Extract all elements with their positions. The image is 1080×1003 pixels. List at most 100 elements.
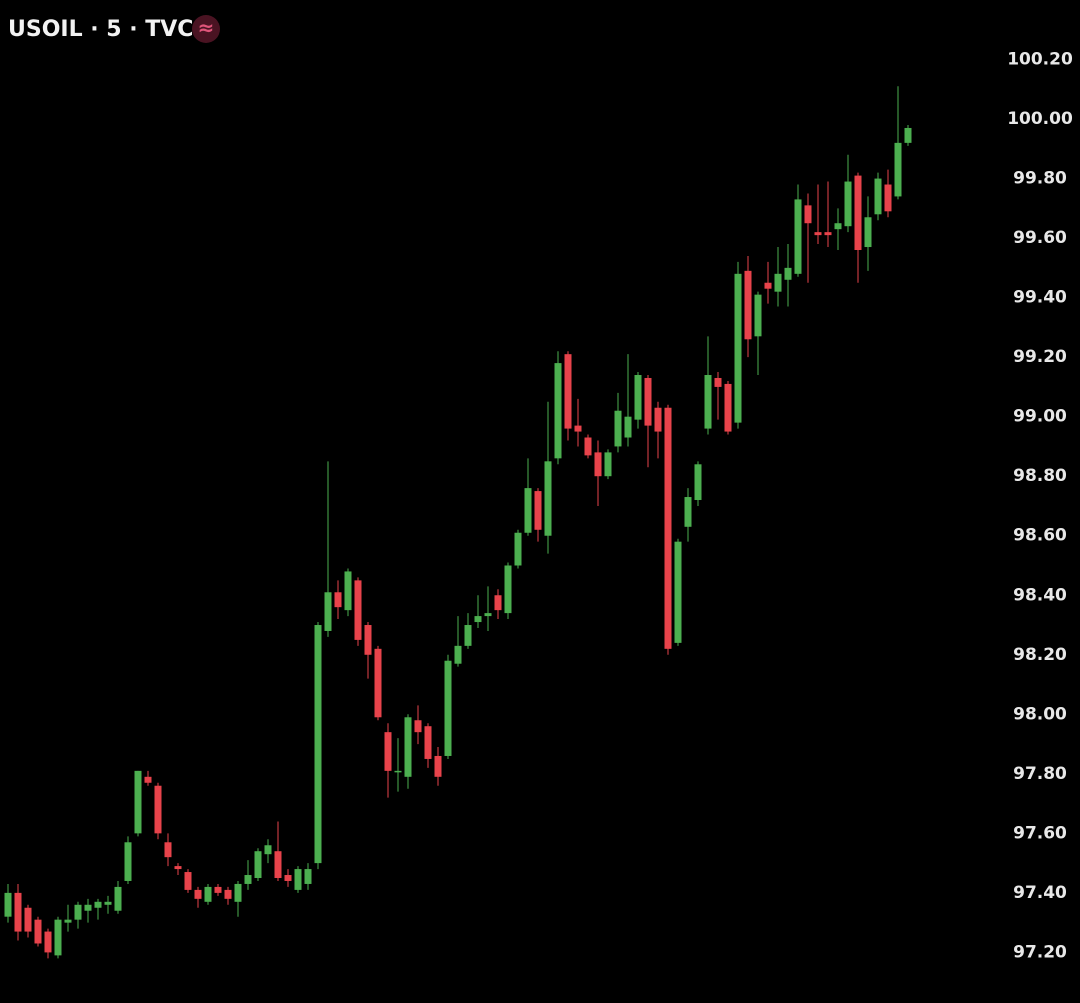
y-tick-label: 99.40 <box>1013 288 1067 308</box>
candle-body <box>34 919 42 944</box>
candle-body <box>234 883 242 902</box>
candle-body <box>704 375 712 429</box>
y-tick-label: 98.00 <box>1013 704 1067 724</box>
candle-body <box>574 425 582 432</box>
candle-body <box>164 842 172 858</box>
candle-body <box>504 565 512 614</box>
candle-body <box>754 294 762 337</box>
candle-body <box>714 377 722 387</box>
y-tick-label: 97.80 <box>1013 764 1067 784</box>
candle-body <box>774 273 782 292</box>
candle-body <box>344 571 352 611</box>
candle-body <box>404 717 412 777</box>
candle-body <box>64 919 72 923</box>
y-tick-label: 100.00 <box>1007 109 1073 129</box>
candle-body <box>644 377 652 426</box>
candle-body <box>474 616 482 623</box>
candle-body <box>314 625 322 864</box>
candle-body <box>94 901 102 908</box>
candle-body <box>104 901 112 905</box>
candle-body <box>274 851 282 878</box>
candle-body <box>334 592 342 608</box>
candle-body <box>554 363 562 459</box>
y-tick-label: 98.80 <box>1013 466 1067 486</box>
y-tick-label: 100.20 <box>1007 50 1073 70</box>
candle-body <box>44 931 52 953</box>
candle-body <box>564 354 572 429</box>
y-tick-label: 98.40 <box>1013 585 1067 605</box>
candle-body <box>74 904 82 920</box>
y-tick-label: 99.80 <box>1013 169 1067 189</box>
candle-body <box>724 383 732 432</box>
candle-body <box>694 464 702 501</box>
candle-body <box>494 595 502 611</box>
y-tick-label: 97.20 <box>1013 942 1067 962</box>
candle-body <box>874 178 882 215</box>
candle-body <box>824 232 832 236</box>
candle-body <box>524 488 532 533</box>
candle-body <box>844 181 852 227</box>
candle-body <box>124 842 132 881</box>
candle-body <box>784 267 792 280</box>
candle-body <box>884 184 892 212</box>
candle-body <box>594 452 602 477</box>
candle-body <box>194 889 202 899</box>
candle-body <box>804 205 812 224</box>
candle-body <box>604 452 612 477</box>
candle-body <box>834 223 842 230</box>
candle-body <box>134 770 142 834</box>
y-tick-label: 99.20 <box>1013 347 1067 367</box>
candle-body <box>664 407 672 649</box>
candle-body <box>144 776 152 783</box>
y-tick-label: 98.60 <box>1013 526 1067 546</box>
candle-body <box>484 613 492 617</box>
candle-body <box>424 726 432 759</box>
candle-body <box>154 785 162 834</box>
candle-body <box>304 869 312 884</box>
candle-body <box>634 375 642 420</box>
status-icon: ≈ <box>198 16 215 40</box>
candle-body <box>464 625 472 646</box>
status-badge <box>192 15 220 43</box>
candle-body <box>184 872 192 890</box>
candle-body <box>904 127 912 143</box>
candle-body <box>114 886 122 911</box>
candle-body <box>384 732 392 771</box>
candle-body <box>544 461 552 536</box>
candle-body <box>444 660 452 756</box>
candle-body <box>434 755 442 777</box>
candle-body <box>394 770 402 773</box>
candle-body <box>514 532 522 566</box>
candle-body <box>14 892 22 932</box>
y-tick-label: 97.60 <box>1013 823 1067 843</box>
candle-body <box>214 886 222 893</box>
candle-body <box>684 497 692 527</box>
candle-body <box>414 720 422 733</box>
candle-body <box>264 845 272 855</box>
candle-body <box>794 199 802 274</box>
candle-body <box>354 580 362 640</box>
candle-body <box>624 416 632 438</box>
candle-body <box>4 892 12 917</box>
candle-body <box>204 886 212 902</box>
y-tick-label: 98.20 <box>1013 645 1067 665</box>
candle-body <box>734 273 742 423</box>
candle-body <box>854 175 862 251</box>
candle-body <box>894 142 902 197</box>
candle-body <box>324 592 332 631</box>
candle-body <box>24 907 32 932</box>
candle-body <box>224 889 232 899</box>
candle-body <box>674 541 682 643</box>
candle-body <box>584 437 592 456</box>
candle-body <box>84 904 92 911</box>
candle-body <box>454 645 462 664</box>
candle-body <box>654 407 662 432</box>
candle-body <box>54 919 62 956</box>
candle-body <box>254 851 262 878</box>
candle-body <box>174 866 182 870</box>
candle-body <box>744 270 752 340</box>
candle-body <box>284 875 292 881</box>
candle-body <box>534 491 542 530</box>
